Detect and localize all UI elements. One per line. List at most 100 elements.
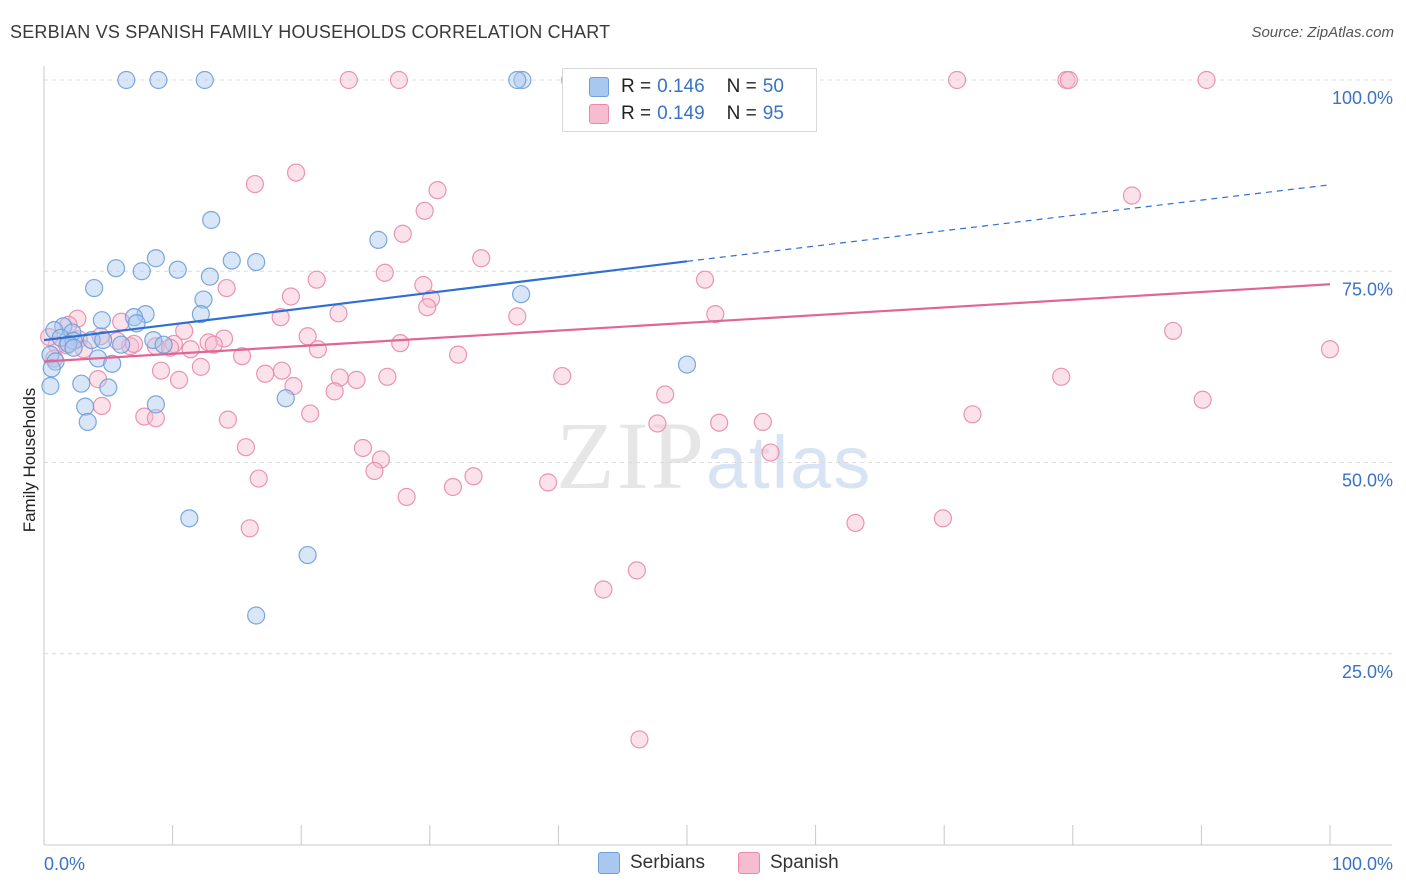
point-serbians — [247, 252, 266, 272]
point-serbians — [154, 335, 173, 354]
point-serbians — [112, 335, 131, 354]
point-spanish — [92, 396, 111, 415]
point-serbians — [42, 359, 61, 378]
bottom-legend-swatch-serbians — [598, 852, 620, 874]
point-spanish — [301, 404, 320, 423]
point-spanish — [240, 519, 259, 538]
bottom-legend-spanish[interactable]: Spanish — [738, 852, 839, 874]
point-spanish — [1059, 70, 1079, 90]
point-spanish — [1052, 367, 1071, 386]
point-spanish — [656, 385, 675, 404]
source-label: Source: ZipAtlas.com — [1251, 24, 1394, 41]
x-tick-label: 100.0% — [1332, 854, 1393, 874]
point-spanish — [933, 509, 953, 528]
point-serbians — [72, 374, 91, 393]
point-spanish — [753, 412, 772, 432]
point-serbians — [92, 311, 111, 330]
point-spanish — [232, 347, 252, 366]
y-tick-label: 100.0% — [1332, 88, 1393, 108]
point-serbians — [677, 355, 697, 374]
point-spanish — [169, 370, 189, 389]
point-spanish — [846, 513, 865, 533]
point-spanish — [217, 278, 236, 298]
point-serbians — [103, 354, 122, 373]
point-serbians — [64, 338, 83, 357]
point-serbians — [512, 285, 531, 304]
point-serbians — [194, 290, 213, 309]
point-serbians — [99, 378, 118, 397]
watermark: ZIPatlas — [556, 400, 872, 511]
point-spanish — [553, 366, 572, 386]
point-serbians — [513, 70, 532, 90]
point-serbians — [298, 545, 317, 565]
chart-title: SERBIAN VS SPANISH FAMILY HOUSEHOLDS COR… — [10, 22, 611, 42]
point-serbians — [132, 262, 151, 281]
point-spanish — [191, 357, 210, 376]
legend-swatch-serbians — [589, 77, 609, 97]
point-spanish — [963, 405, 982, 424]
y-tick-label: 75.0% — [1342, 279, 1393, 299]
point-serbians — [247, 606, 266, 625]
point-spanish — [695, 270, 715, 289]
point-serbians — [106, 259, 126, 278]
point-spanish — [308, 340, 328, 359]
point-spanish — [325, 382, 344, 401]
point-serbians — [54, 317, 73, 336]
point-spanish — [286, 163, 306, 182]
legend-swatch-spanish — [589, 104, 609, 124]
point-spanish — [594, 580, 613, 599]
legend-n-value: 95 — [762, 103, 784, 124]
point-spanish — [218, 410, 237, 429]
point-serbians — [78, 412, 97, 432]
point-serbians — [144, 331, 163, 350]
point-serbians — [146, 395, 165, 414]
point-spanish — [627, 561, 646, 580]
y-axis-label: Family Households — [20, 387, 39, 533]
point-spanish — [761, 443, 780, 462]
point-spanish — [256, 364, 275, 383]
point-spanish — [1320, 340, 1340, 359]
point-spanish — [710, 413, 729, 432]
legend-r-value: 0.146 — [657, 76, 705, 97]
point-spanish — [236, 438, 256, 457]
point-spanish — [146, 409, 165, 428]
point-spanish — [329, 304, 348, 323]
y-tick-label: 25.0% — [1342, 662, 1393, 682]
point-spanish — [353, 438, 373, 458]
point-serbians — [149, 70, 168, 90]
point-serbians — [180, 509, 199, 528]
point-spanish — [630, 730, 649, 749]
legend-row-spanish: R = 0.149 N = 95 — [589, 101, 784, 127]
legend-n-value: 50 — [762, 76, 784, 97]
point-spanish — [151, 361, 171, 380]
point-spanish — [281, 287, 301, 306]
point-spanish — [181, 340, 200, 359]
y-tick-label: 50.0% — [1342, 471, 1393, 491]
point-spanish — [508, 307, 527, 326]
point-spanish — [271, 308, 290, 327]
point-spanish — [391, 334, 410, 353]
point-serbians — [94, 331, 113, 350]
bottom-legend-label-spanish: Spanish — [770, 852, 839, 873]
point-spanish — [249, 469, 268, 488]
bottom-legend-label-serbians: Serbians — [630, 852, 705, 873]
point-spanish — [204, 335, 223, 354]
trend-line-spanish — [43, 283, 1331, 363]
legend-n-label: N = — [726, 103, 757, 124]
point-spanish — [418, 298, 437, 317]
point-spanish — [347, 370, 366, 389]
point-spanish — [1122, 186, 1142, 205]
legend-row-serbians: R = 0.146 N = 50 — [589, 74, 784, 100]
watermark-zip: ZIP — [556, 402, 706, 509]
point-spanish — [375, 263, 394, 282]
trend-line-serbians — [43, 260, 688, 342]
bottom-legend-serbians[interactable]: Serbians — [598, 852, 705, 874]
legend-r-value: 0.149 — [657, 103, 705, 124]
point-serbians — [41, 376, 60, 396]
point-spanish — [371, 450, 391, 469]
point-spanish — [947, 70, 967, 90]
point-spanish — [393, 224, 412, 243]
point-spanish — [135, 407, 154, 426]
point-spanish — [68, 309, 87, 328]
